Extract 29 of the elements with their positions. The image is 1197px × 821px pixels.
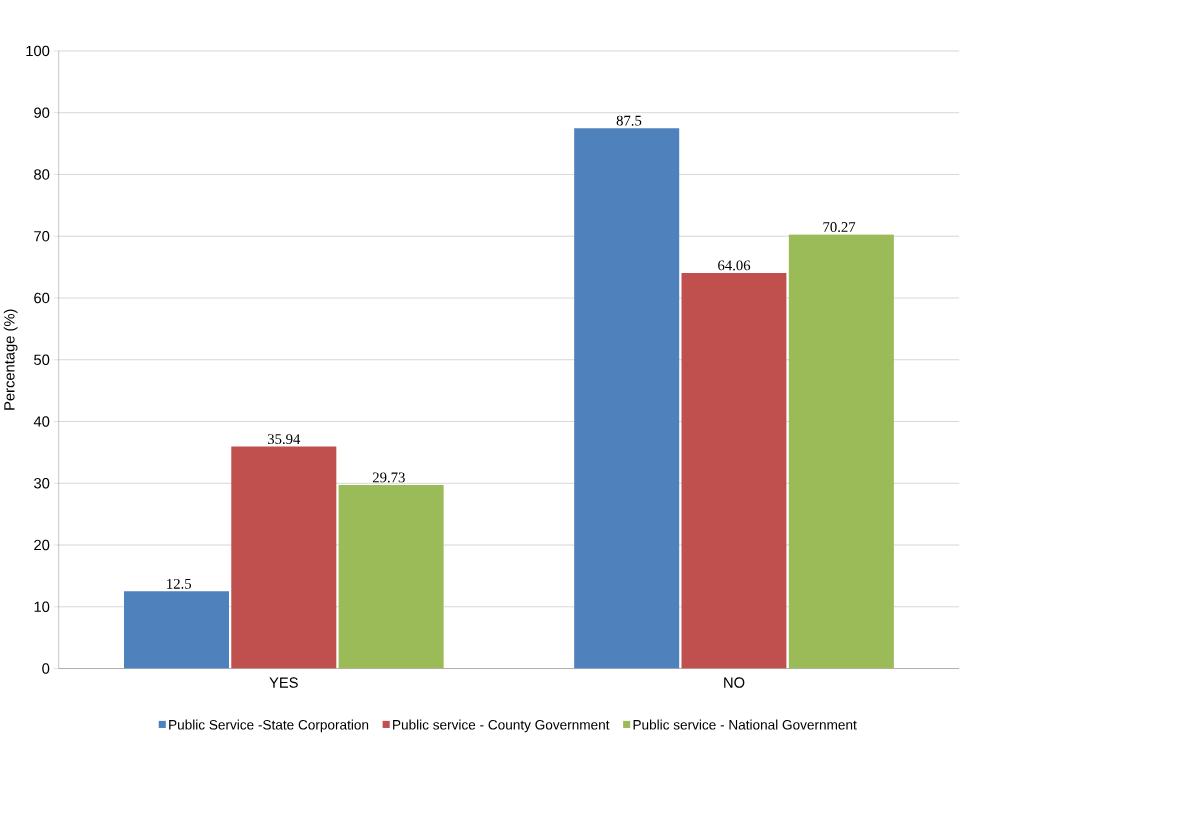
x-tick-label: YES <box>269 677 298 688</box>
data-label: 87.5 <box>616 115 642 126</box>
y-tick-label: 40 <box>33 416 50 427</box>
y-tick-label: 10 <box>34 601 50 613</box>
data-label: 35.94 <box>267 434 301 445</box>
legend-label: Public service - National Government <box>633 719 857 730</box>
y-tick-label: 90 <box>34 107 50 119</box>
y-tick-label: 30 <box>34 478 50 489</box>
x-tick-label: NO <box>724 677 745 688</box>
y-tick-label: 0 <box>42 663 50 674</box>
y-tick-label: 80 <box>34 169 50 180</box>
y-tick-label: 100 <box>26 45 50 57</box>
y-tick-label: 60 <box>34 292 50 304</box>
legend-label: Public Service -State Corporation <box>169 719 369 733</box>
data-label: 12.5 <box>167 579 192 590</box>
data-label: 64.06 <box>718 260 751 271</box>
legend-label: Public service - County Government <box>393 719 610 733</box>
bar <box>231 446 337 669</box>
bar <box>338 485 444 669</box>
y-axis-title: Percentage (%) <box>3 309 18 410</box>
bar <box>123 591 230 669</box>
y-tick-label: 50 <box>34 354 50 366</box>
bar <box>681 273 787 669</box>
data-label: 70.27 <box>823 222 856 233</box>
bar <box>574 128 680 669</box>
data-label: 29.73 <box>372 472 405 483</box>
y-tick-label: 70 <box>34 231 50 242</box>
bar <box>788 234 894 669</box>
y-tick-label: 20 <box>34 540 50 551</box>
